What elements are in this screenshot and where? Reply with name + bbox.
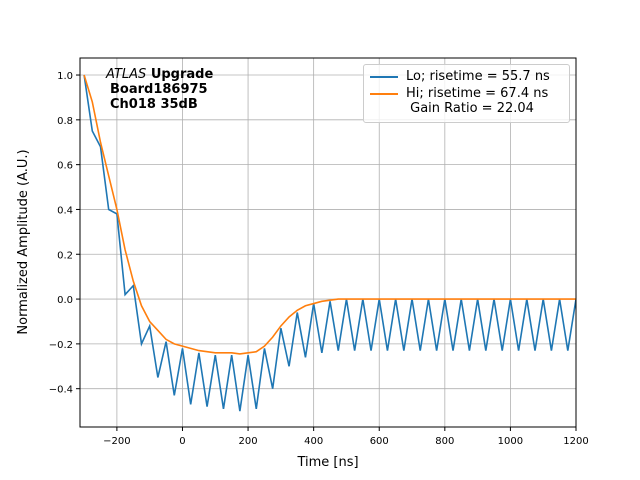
legend: Lo; risetime = 55.7 ns Hi; risetime = 67.… <box>363 64 570 123</box>
annotation-text: Upgrade <box>150 67 214 82</box>
annotation-text: ATLAS <box>106 67 147 82</box>
plot-frame <box>79 57 577 428</box>
x-tick-label: 200 <box>239 436 258 447</box>
y-tick-label: 0.6 <box>57 161 73 172</box>
annotation-text: Board186975 <box>110 82 208 97</box>
y-tick-label: 0.4 <box>57 205 73 216</box>
data-line <box>83 74 576 355</box>
legend-swatch <box>370 93 398 95</box>
x-tick-label: 1000 <box>498 436 523 447</box>
y-axis-label: Normalized Amplitude (A.U.) <box>16 149 31 334</box>
legend-swatch <box>370 76 398 78</box>
x-tick-label: 600 <box>370 436 389 447</box>
x-tick-label: 0 <box>179 436 185 447</box>
x-tick-label: −200 <box>103 436 130 447</box>
legend-item: Lo; risetime = 55.7 ns <box>370 69 563 84</box>
x-tick-label: 400 <box>304 436 323 447</box>
annotation: ATLAS Upgrade Board186975 Ch018 35dB <box>106 67 213 112</box>
y-tick-label: −0.2 <box>49 340 73 351</box>
y-tick-label: 1.0 <box>57 71 73 82</box>
y-tick-label: 0.8 <box>57 116 73 127</box>
data-line <box>83 74 576 412</box>
annotation-text: Ch018 35dB <box>110 97 198 112</box>
y-tick-label: −0.4 <box>49 385 73 396</box>
x-tick-label: 800 <box>435 436 454 447</box>
x-axis-label: Time [ns] <box>296 455 358 470</box>
x-tick-label: 1200 <box>563 436 588 447</box>
legend-label: Lo; risetime = 55.7 ns <box>406 69 550 84</box>
legend-label: Hi; risetime = 67.4 ns Gain Ratio = 22.0… <box>406 86 549 116</box>
y-tick-label: 0.2 <box>57 250 73 261</box>
y-tick-label: 0.0 <box>57 295 73 306</box>
legend-item: Hi; risetime = 67.4 ns Gain Ratio = 22.0… <box>370 86 563 116</box>
